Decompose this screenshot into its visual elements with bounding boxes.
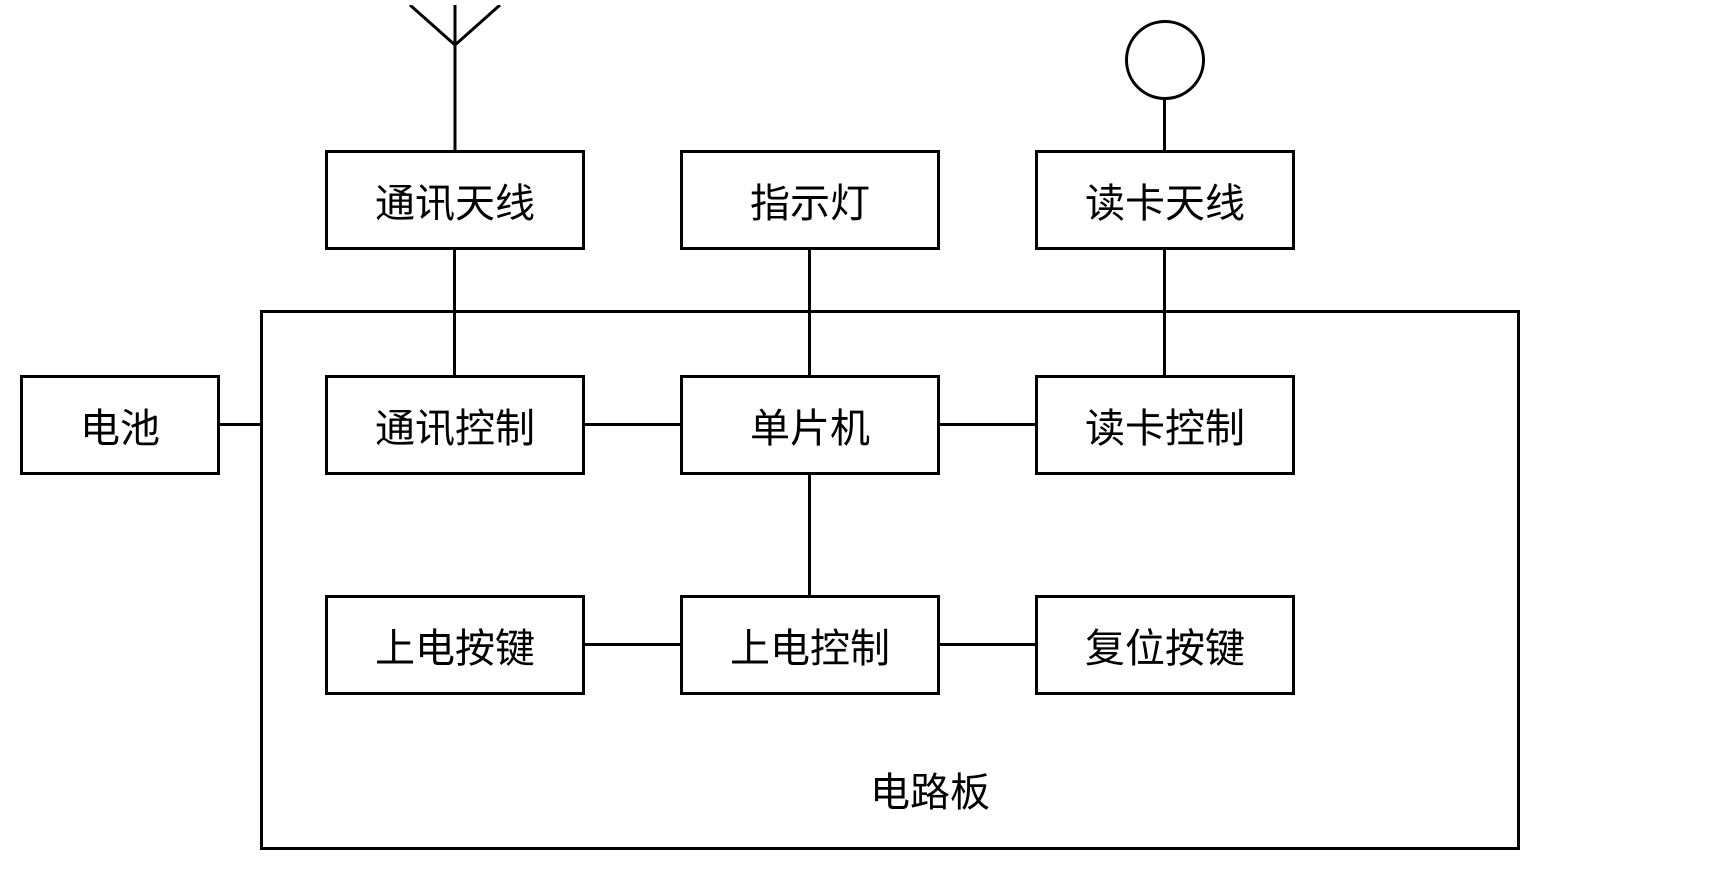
battery-box: 电池 (20, 375, 220, 475)
comm-antenna-box: 通讯天线 (325, 150, 585, 250)
reset-button-box: 复位按键 (1035, 595, 1295, 695)
card-control-box: 读卡控制 (1035, 375, 1295, 475)
mcu-box: 单片机 (680, 375, 940, 475)
indicator-box: 指示灯 (680, 150, 940, 250)
conn-indicator-to-mcu (808, 250, 811, 375)
conn-mcu-to-card-control (940, 423, 1035, 426)
conn-comm-antenna-to-control (453, 250, 456, 375)
card-antenna-box: 读卡天线 (1035, 150, 1295, 250)
conn-comm-control-to-mcu (585, 423, 680, 426)
antenna-o-icon (1125, 20, 1205, 100)
antenna-o-stem (1163, 100, 1166, 150)
antenna-y-icon (395, 5, 515, 150)
power-button-box: 上电按键 (325, 595, 585, 695)
conn-power-control-to-reset (940, 643, 1035, 646)
conn-power-button-to-control (585, 643, 680, 646)
conn-card-antenna-to-control (1163, 250, 1166, 375)
comm-control-box: 通讯控制 (325, 375, 585, 475)
conn-battery-to-board (220, 423, 260, 426)
power-control-box: 上电控制 (680, 595, 940, 695)
conn-mcu-to-power-control (808, 475, 811, 595)
block-diagram: 通讯天线 指示灯 读卡天线 电路板 电池 通讯控制 单片机 读卡控制 上电按键 … (0, 0, 1736, 892)
circuit-board-label: 电路板 (870, 760, 990, 818)
